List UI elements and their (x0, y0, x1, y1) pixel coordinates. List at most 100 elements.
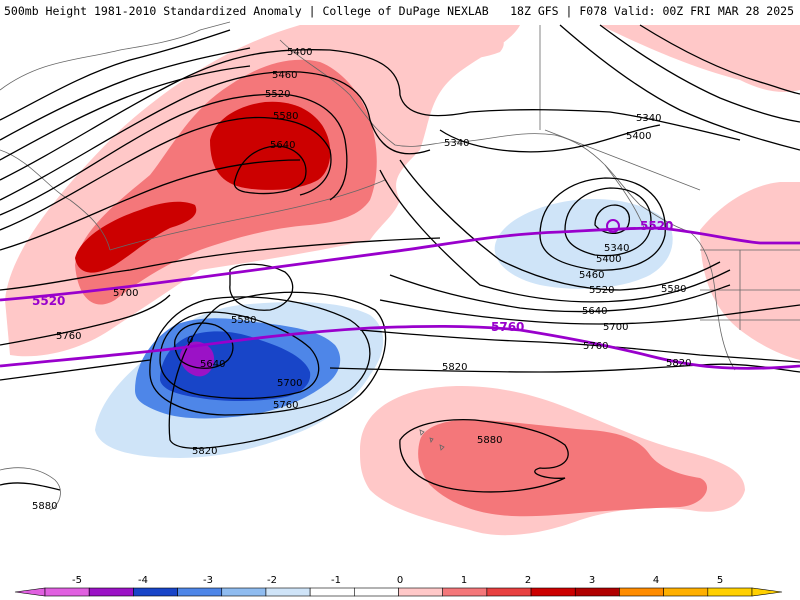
contour-label: 5820 (442, 362, 467, 373)
contour-5640-south (389, 274, 731, 313)
contour-label: 5580 (231, 315, 256, 326)
colorbar-cell (221, 587, 267, 597)
colorbar-tick: -2 (267, 575, 277, 586)
contour-label: 5460 (272, 70, 297, 81)
colorbar-cell (88, 587, 134, 597)
contour-label: 5340 (444, 138, 469, 149)
contour-label: 5700 (603, 322, 628, 333)
anomaly-pos-1-east (700, 182, 800, 360)
contour-5580-cutoff (229, 263, 294, 311)
aleutian-chain (109, 179, 386, 251)
hawaii-islands (419, 429, 445, 451)
contour-gulf-low-5400 (564, 187, 652, 257)
contour-label: 5760 (56, 331, 81, 342)
contour-label: 5400 (626, 131, 651, 142)
contour-label: 5640 (582, 306, 607, 317)
contour-label: 5400 (287, 47, 312, 58)
contour-label: 5340 (636, 113, 661, 124)
product-title: 500mb Height 1981-2010 Standardized Anom… (4, 4, 489, 18)
negative-anomaly-shading (95, 199, 673, 458)
highlight-label-group: 5520 5520 5760 0 (32, 219, 673, 346)
alaska-coast (279, 39, 646, 231)
contour-label: 5520 (265, 89, 290, 100)
colorbar-tick: -5 (72, 575, 82, 586)
contour-5880-hawaii (399, 419, 569, 493)
kamchatka-coast (0, 149, 111, 251)
highlight-contour-5760 (0, 324, 800, 370)
highlight-contour-label: 5520 (32, 294, 65, 308)
highlight-contour-5520 (0, 226, 800, 302)
contour-gulf-low-5340 (594, 204, 630, 235)
colorbar-tick: 0 (397, 575, 403, 586)
contour-5700-west (0, 237, 441, 291)
contour-label: 5880 (477, 435, 502, 446)
contour-5400-north (0, 49, 741, 181)
colorbar-tick: 4 (653, 575, 659, 586)
colorbar-cell (530, 587, 576, 597)
colorbar-cell (265, 587, 311, 597)
colorbar-cell (486, 587, 532, 597)
colorbar-tick: 2 (525, 575, 531, 586)
height-contours (0, 24, 800, 493)
colorbar-arrow-right (751, 587, 783, 597)
contour-label: 5580 (273, 111, 298, 122)
contour-5760-west (0, 294, 171, 346)
colorbar-cells (14, 587, 783, 597)
anomaly-pos-1-ne (379, 29, 504, 60)
colorbar-ticks: -5 -4 -3 -2 -1 0 1 2 3 4 5 (72, 575, 723, 586)
contour-cutoff-5700 (159, 311, 320, 400)
contour-label: 5640 (270, 140, 295, 151)
highlight-contours (0, 219, 800, 370)
weather-map: 5400 5460 5520 5580 5640 5340 5340 5400 … (0, 20, 800, 573)
contour-label: 5640 (200, 359, 225, 370)
contour-label: 5820 (192, 446, 217, 457)
colorbar-arrow-left (14, 587, 46, 597)
contour-5520-north (0, 93, 348, 216)
contour-west-cluster (0, 29, 301, 251)
low-center-marker: 0 (187, 335, 193, 346)
colorbar-tick: 3 (589, 575, 595, 586)
contour-5580-north (0, 116, 332, 231)
colorbar-cell (177, 587, 223, 597)
contour-5820 (0, 359, 800, 381)
contour-label: 5580 (661, 284, 686, 295)
contour-label: 5760 (273, 400, 298, 411)
contour-label: 5700 (277, 378, 302, 389)
header-bar: 500mb Height 1981-2010 Standardized Anom… (0, 0, 800, 20)
us-state-lines (700, 249, 800, 330)
colorbar-cell (442, 587, 488, 597)
contour-5460-north (0, 71, 431, 201)
contour-5520-south (399, 159, 721, 291)
contour-label: 5340 (604, 243, 629, 254)
highlight-contour-label: 5520 (640, 219, 673, 233)
colorbar-cell (354, 587, 399, 597)
contour-label: 5820 (666, 358, 691, 369)
contour-label: 5460 (579, 270, 604, 281)
contour-cutoff-5820 (168, 291, 387, 449)
contour-cutoff-5760 (149, 296, 371, 416)
contour-5700-south (379, 299, 800, 325)
colorbar-cell (309, 587, 355, 597)
geographic-outlines (0, 21, 800, 511)
contour-5580-south (379, 169, 731, 303)
colorbar-tick: -4 (138, 575, 148, 586)
anomaly-neg-1-gulf (494, 199, 673, 289)
contour-label: 5400 (596, 254, 621, 265)
japan-coast (0, 467, 61, 511)
colorbar-tick: 1 (461, 575, 467, 586)
contour-label: 5520 (589, 285, 614, 296)
colorbar-tick: 5 (717, 575, 723, 586)
contour-5880-west (0, 482, 61, 491)
colorbar-cell (707, 587, 753, 597)
contour-gulf-low-5460 (539, 177, 666, 271)
model-valid-time: 18Z GFS | F078 Valid: 00Z FRI MAR 28 202… (510, 4, 794, 18)
colorbar-cell (398, 587, 443, 597)
anomaly-pos-3-west (75, 201, 197, 273)
canada-border (539, 25, 701, 191)
contour-east-cluster (439, 24, 800, 153)
contour-label: 5700 (113, 288, 138, 299)
contour-label: 5880 (32, 501, 57, 512)
contour-label: 5760 (583, 341, 608, 352)
contour-label-group: 5400 5460 5520 5580 5640 5340 5340 5400 … (32, 47, 691, 512)
highlight-contour-label: 5760 (491, 320, 524, 334)
